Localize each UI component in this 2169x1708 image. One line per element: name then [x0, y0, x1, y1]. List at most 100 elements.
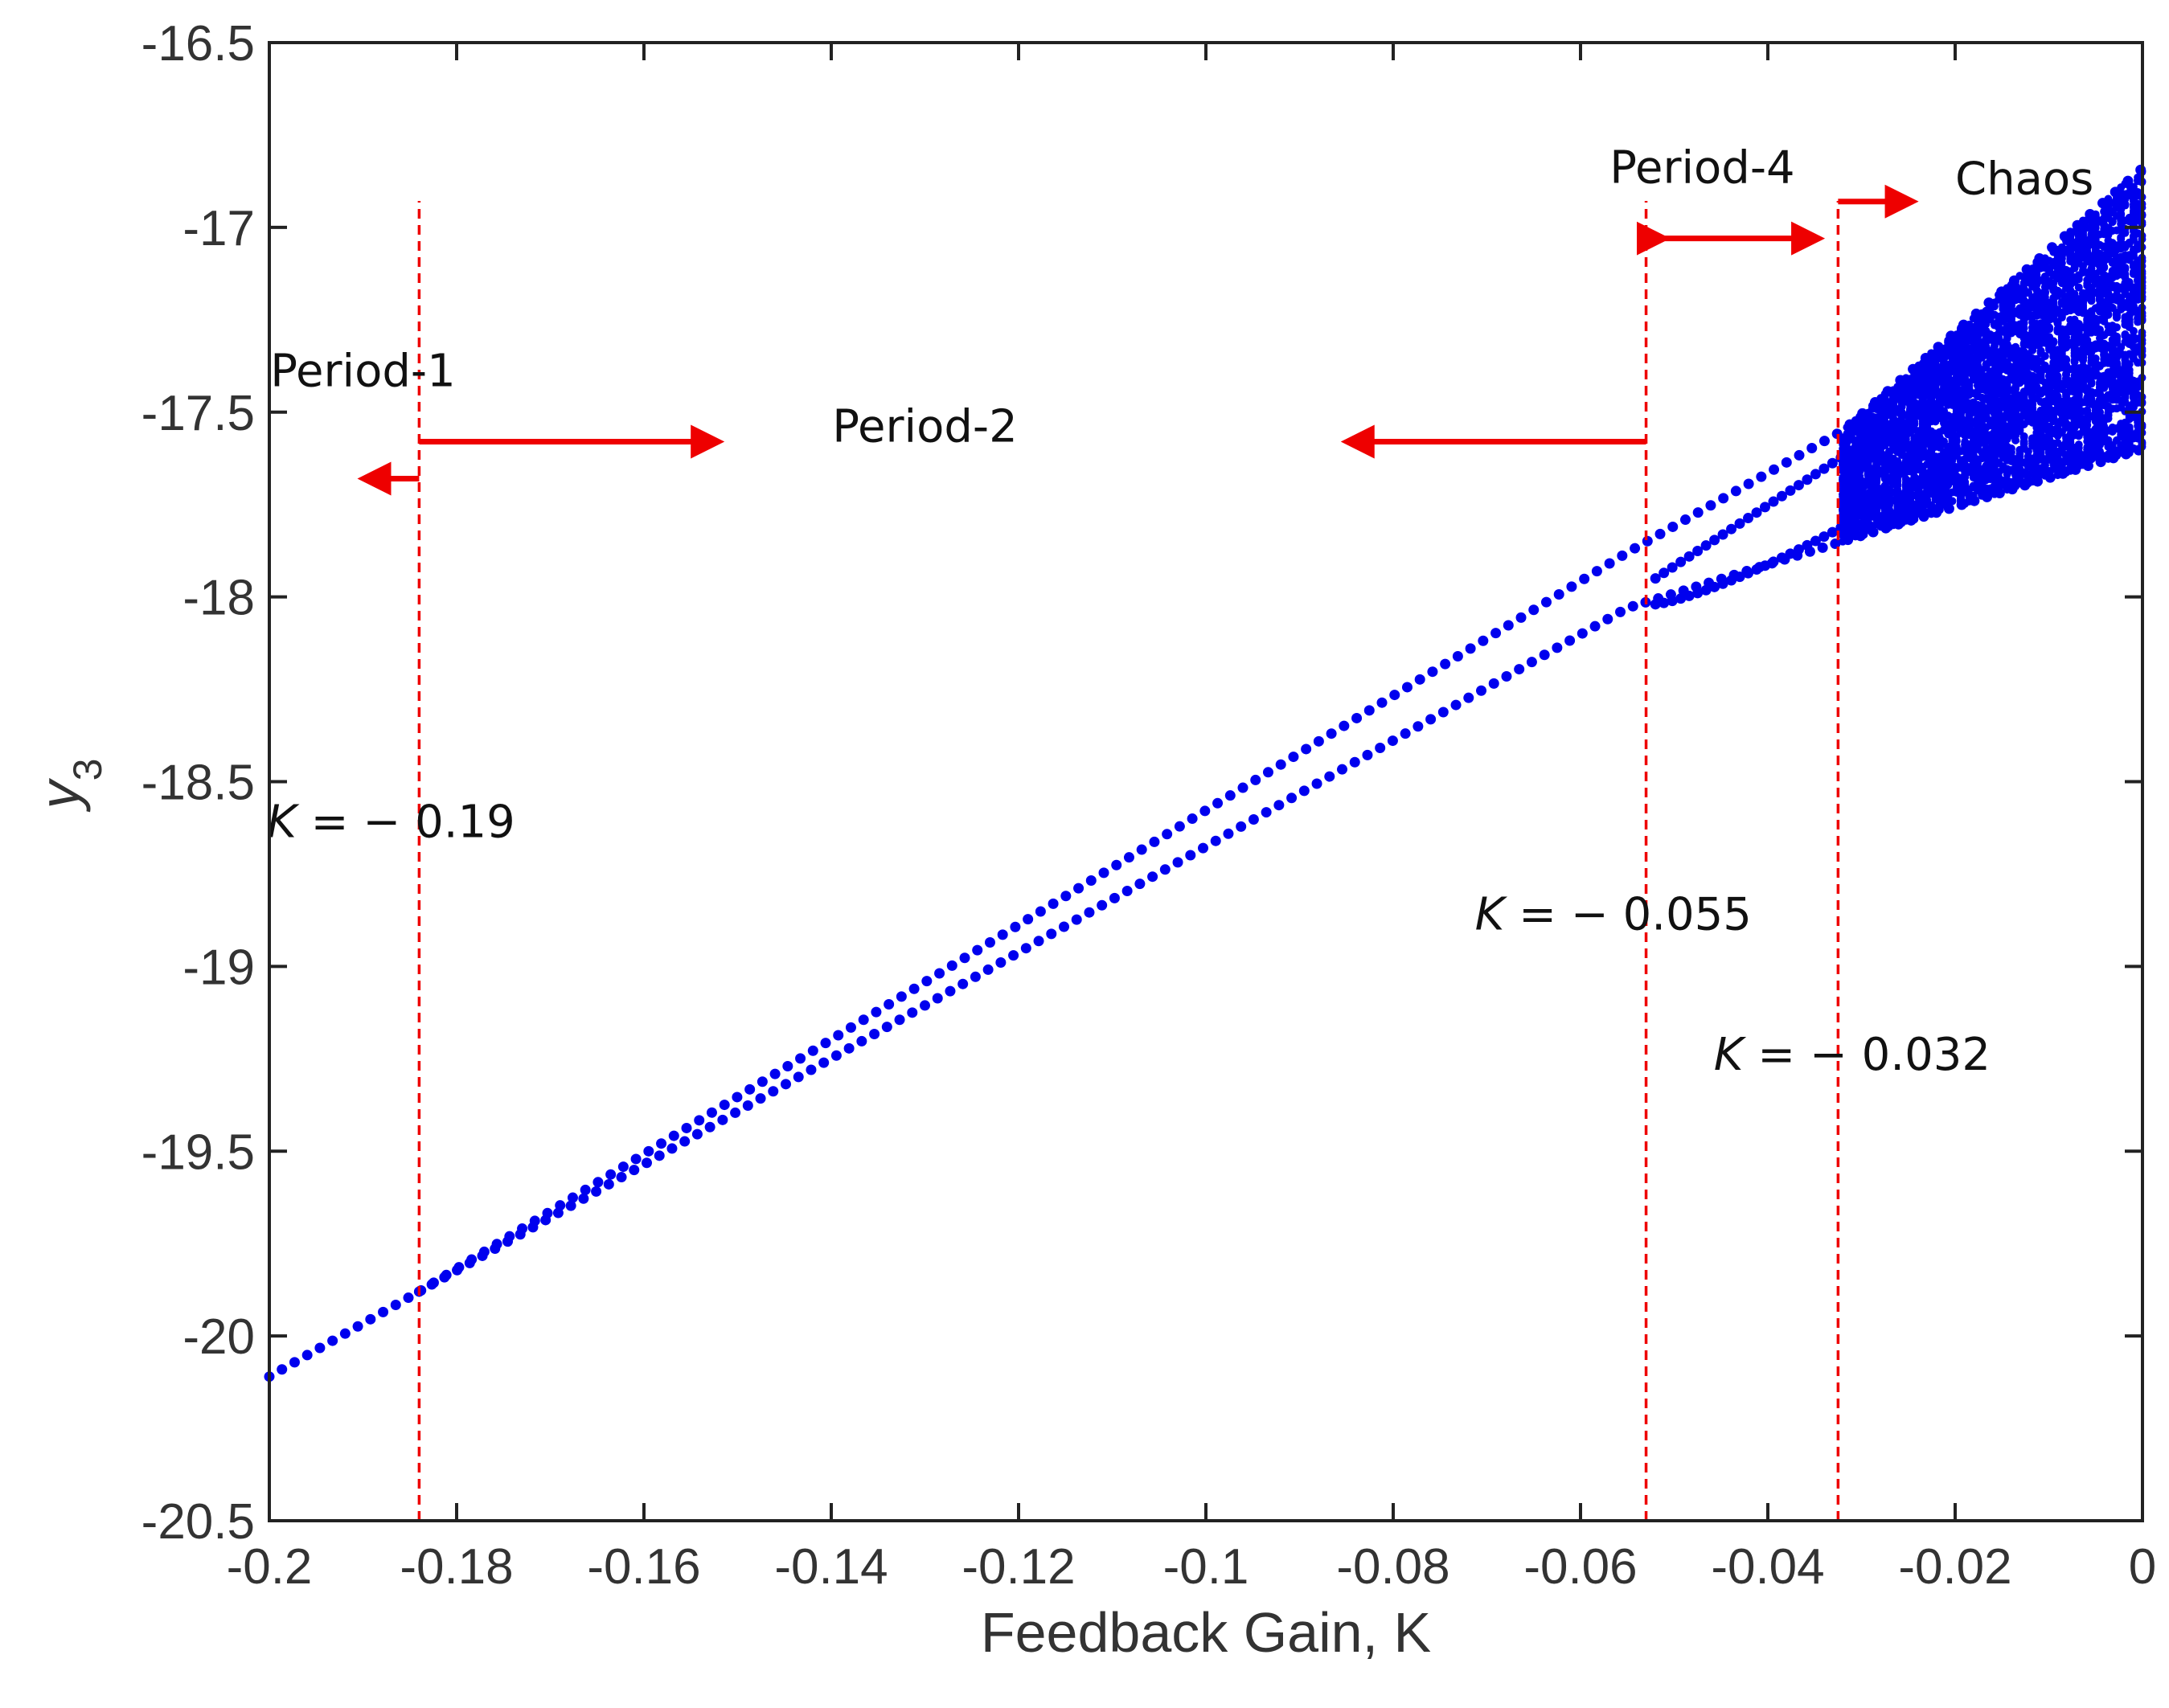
data-point — [2011, 436, 2020, 444]
data-point — [1060, 891, 1072, 902]
data-point — [277, 1364, 288, 1375]
data-point — [884, 998, 895, 1010]
data-point — [907, 1007, 918, 1018]
data-point — [957, 978, 969, 989]
data-point — [1630, 543, 1641, 554]
data-point — [403, 1292, 414, 1304]
data-point — [1589, 621, 1601, 632]
data-point — [2079, 356, 2088, 365]
data-point — [1298, 785, 1310, 797]
data-point — [617, 1161, 629, 1173]
data-point — [1683, 590, 1695, 601]
data-point — [1501, 670, 1512, 682]
x-tick-label: -0.06 — [1523, 1539, 1637, 1595]
data-point — [1351, 712, 1363, 723]
data-point — [1134, 879, 1146, 890]
data-point — [896, 991, 907, 1002]
data-point — [1617, 550, 1628, 561]
data-point — [795, 1053, 806, 1064]
data-point — [1463, 692, 1474, 703]
y-tick-label: -17 — [182, 201, 255, 256]
data-point — [1023, 914, 1034, 925]
data-point — [630, 1153, 642, 1165]
x-tick-label: -0.04 — [1711, 1539, 1824, 1595]
data-point — [1793, 544, 1804, 555]
data-point — [578, 1193, 589, 1204]
threshold-var: K — [1714, 1029, 1747, 1081]
data-point — [1692, 507, 1704, 518]
data-point — [1363, 705, 1375, 716]
y-tick-label: -17.5 — [141, 386, 255, 441]
data-point — [1450, 699, 1462, 711]
data-point — [1514, 664, 1525, 675]
data-point — [1604, 558, 1615, 569]
data-point — [1810, 535, 1821, 547]
data-point — [744, 1083, 756, 1095]
data-point — [1785, 548, 1796, 559]
data-point — [793, 1071, 804, 1083]
data-point — [858, 1014, 869, 1026]
data-point — [1515, 612, 1527, 623]
data-point — [2129, 444, 2138, 453]
data-point — [818, 1057, 830, 1068]
data-point — [592, 1177, 604, 1188]
data-point — [1020, 943, 1031, 954]
data-point — [1827, 457, 1838, 469]
data-point — [1709, 581, 1720, 592]
data-point — [1830, 539, 1841, 550]
data-series-layer — [264, 164, 2146, 1382]
data-point — [755, 1093, 766, 1104]
data-point — [1675, 593, 1687, 604]
data-point — [1324, 771, 1335, 782]
data-point — [1675, 556, 1687, 567]
x-tick-label: 0 — [2129, 1539, 2156, 1595]
data-point — [1743, 478, 1754, 489]
data-point — [704, 1121, 715, 1133]
region-label: Chaos — [1955, 153, 2093, 205]
data-point — [1400, 728, 1411, 739]
data-point — [1111, 859, 1122, 870]
data-point — [997, 929, 1008, 940]
data-point — [390, 1299, 401, 1310]
data-point — [946, 960, 957, 971]
data-point — [1709, 535, 1720, 546]
data-point — [2112, 323, 2121, 332]
data-point — [1827, 526, 1838, 538]
data-point — [1730, 485, 1741, 497]
data-point — [1149, 836, 1160, 847]
data-point — [984, 937, 995, 948]
threshold-var: K — [1475, 888, 1508, 940]
data-point — [1185, 850, 1196, 861]
data-point — [1776, 490, 1787, 502]
data-point — [945, 985, 956, 997]
threshold-value: = − 0.19 — [297, 796, 515, 848]
data-point — [1579, 573, 1590, 584]
data-point — [339, 1328, 351, 1339]
data-point — [1591, 566, 1602, 577]
data-point — [1262, 767, 1273, 778]
data-point — [856, 1035, 867, 1047]
x-tick-label: -0.08 — [1336, 1539, 1449, 1595]
data-point — [1810, 469, 1821, 480]
data-point — [668, 1130, 679, 1141]
data-point — [1893, 481, 1902, 489]
data-point — [830, 1050, 842, 1061]
data-point — [352, 1321, 363, 1332]
region-label: Period-1 — [270, 346, 455, 398]
data-point — [1718, 493, 1729, 504]
data-point — [756, 1076, 768, 1087]
data-point — [464, 1257, 475, 1268]
plot-area-background — [269, 43, 2142, 1521]
data-point — [1073, 883, 1084, 894]
data-point — [1539, 649, 1550, 661]
threshold-value: = − 0.055 — [1504, 888, 1752, 940]
data-point — [1478, 635, 1489, 646]
data-point — [1273, 800, 1285, 811]
data-point — [1793, 480, 1804, 491]
data-point — [439, 1272, 450, 1283]
data-point — [580, 1184, 591, 1195]
data-point — [1326, 728, 1337, 739]
y-tick-label: -19.5 — [141, 1124, 255, 1180]
data-point — [1425, 714, 1437, 725]
data-point — [2121, 393, 2130, 402]
